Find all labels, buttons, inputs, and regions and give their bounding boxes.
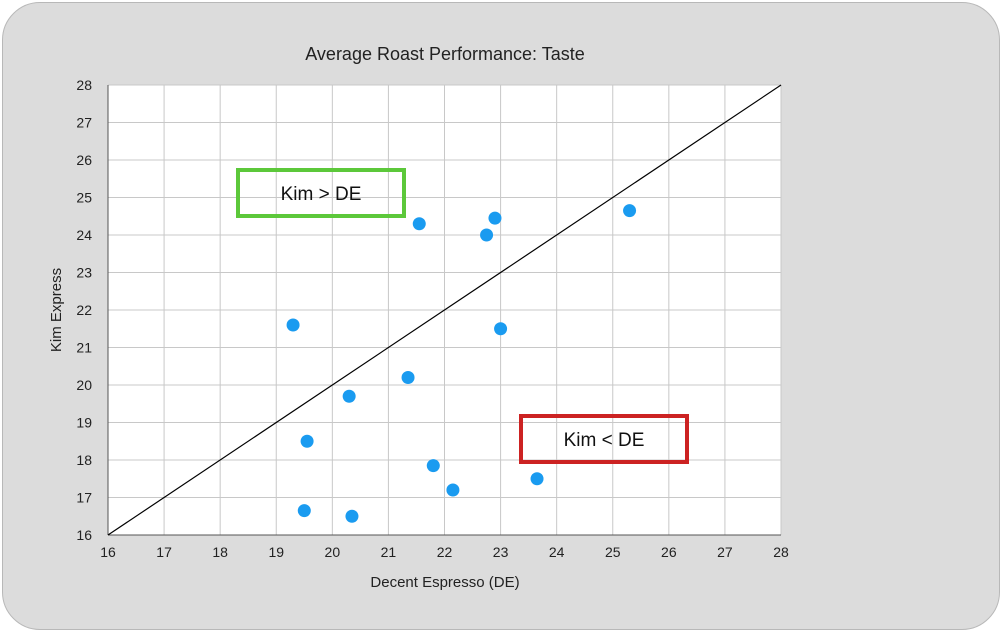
x-tick-label: 25 [605, 544, 621, 560]
data-point [488, 211, 502, 225]
data-points [286, 204, 637, 523]
data-point [342, 389, 356, 403]
y-tick-label: 24 [76, 227, 92, 243]
x-tick-label: 20 [325, 544, 341, 560]
reference-line [107, 84, 782, 536]
x-tick-label: 28 [773, 544, 789, 560]
y-tick-label: 27 [76, 115, 92, 131]
data-point [345, 509, 359, 523]
y-tick-label: 20 [76, 377, 92, 393]
data-point [494, 322, 508, 336]
x-tick-label: 24 [549, 544, 565, 560]
y-tick-label: 28 [76, 77, 92, 93]
x-tick-label: 17 [156, 544, 172, 560]
annotation-box-kim-greater [236, 168, 406, 218]
data-point [412, 217, 426, 231]
data-point [297, 504, 311, 518]
y-tick-label: 17 [76, 490, 92, 506]
data-point [623, 204, 637, 218]
x-axis-label: Decent Espresso (DE) [370, 574, 519, 591]
data-point [530, 472, 544, 486]
x-tick-label: 27 [717, 544, 733, 560]
x-tick-label: 23 [493, 544, 509, 560]
x-tick-label: 16 [100, 544, 116, 560]
y-tick-label: 16 [76, 527, 92, 543]
x-tick-label: 26 [661, 544, 677, 560]
y-tick-label: 25 [76, 190, 92, 206]
y-tick-label: 21 [76, 340, 92, 356]
y-axis-label: Kim Express [48, 268, 65, 352]
y-tick-label: 22 [76, 302, 92, 318]
annotation-box-kim-less [519, 414, 689, 464]
data-point [446, 483, 460, 497]
y-tick-label: 19 [76, 415, 92, 431]
x-tick-labels: 16 17 18 19 20 21 22 23 24 25 26 27 28 [100, 544, 789, 560]
y-tick-label: 18 [76, 452, 92, 468]
data-point [401, 371, 415, 384]
annotation-kim-greater: Kim > DE [281, 184, 362, 205]
annotation-kim-less: Kim < DE [564, 430, 645, 451]
x-tick-label: 18 [212, 544, 228, 560]
y-tick-labels: 16 17 18 19 20 21 22 23 24 25 26 27 28 [76, 77, 92, 543]
x-tick-label: 21 [381, 544, 397, 560]
y-tick-label: 23 [76, 265, 92, 281]
data-point [300, 434, 314, 448]
chart-title: Average Roast Performance: Taste [305, 44, 584, 64]
data-point [426, 459, 440, 473]
data-point [480, 228, 494, 242]
y-tick-label: 26 [76, 152, 92, 168]
x-tick-label: 22 [437, 544, 453, 560]
x-tick-label: 19 [268, 544, 284, 560]
data-point [286, 318, 300, 332]
